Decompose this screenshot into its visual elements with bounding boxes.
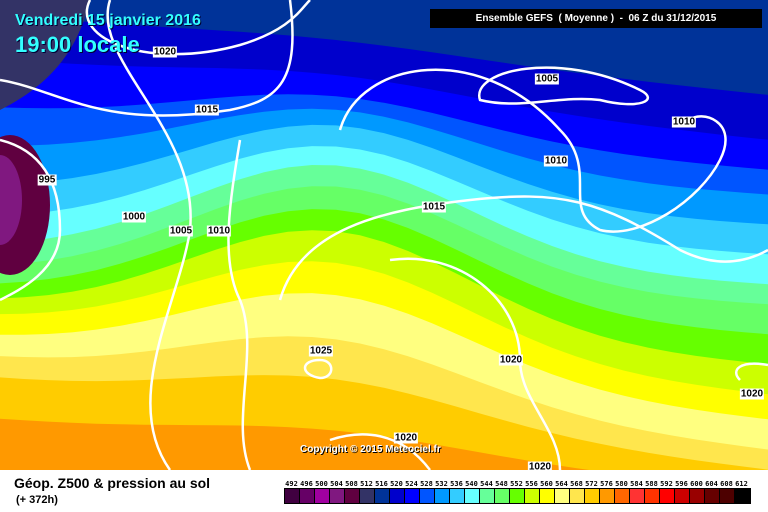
- legend-swatch: [465, 489, 480, 503]
- map-title: Géop. Z500 & pression au sol: [14, 475, 211, 491]
- legend-swatch: [720, 489, 735, 503]
- color-legend: 492 496 500 504 508 512 516 520 524 528 532 536 540 5…: [284, 480, 751, 504]
- isobar-label: 1015: [194, 104, 220, 116]
- legend-swatch: [375, 489, 390, 503]
- isobar-line: [278, 195, 768, 301]
- legend-swatch: [330, 489, 345, 503]
- legend-tick: 492: [285, 480, 298, 488]
- isobar-label: 1015: [421, 201, 447, 213]
- legend-tick: 504: [330, 480, 343, 488]
- legend-tick: 524: [405, 480, 418, 488]
- legend-swatch: [315, 489, 330, 503]
- legend-tick: 544: [480, 480, 493, 488]
- legend-swatch: [615, 489, 630, 503]
- legend-tick: 604: [705, 480, 718, 488]
- legend-swatch: [480, 489, 495, 503]
- legend-swatch: [510, 489, 525, 503]
- isobar-line: [329, 433, 431, 470]
- legend-tick: 556: [525, 480, 538, 488]
- band-512: [0, 0, 90, 110]
- isobar-line: [338, 68, 727, 233]
- legend-swatch: [285, 489, 300, 503]
- isobars: [0, 0, 768, 470]
- isobar-line: [735, 362, 768, 381]
- footer-bar: Géop. Z500 & pression au sol (+ 372h) 49…: [0, 470, 768, 512]
- legend-swatch: [405, 489, 420, 503]
- legend-swatch: [585, 489, 600, 503]
- legend-swatch: [570, 489, 585, 503]
- legend-tick: 568: [570, 480, 583, 488]
- legend-swatch: [645, 489, 660, 503]
- low-pressure-core-inner: [0, 155, 22, 245]
- legend-swatch: [435, 489, 450, 503]
- legend-tick: 496: [300, 480, 313, 488]
- legend-swatch: [675, 489, 690, 503]
- isobar-line: [85, 0, 311, 56]
- legend-tick: 592: [660, 480, 673, 488]
- legend-swatch: [300, 489, 315, 503]
- legend-tick: 500: [315, 480, 328, 488]
- legend-tick: 512: [360, 480, 373, 488]
- isobar-label: 1000: [121, 211, 147, 223]
- legend-swatch: [360, 489, 375, 503]
- legend-tick: 564: [555, 480, 568, 488]
- isobar-label: 1025: [308, 345, 334, 357]
- weather-map: [0, 0, 768, 470]
- forecast-time: 19:00 locale: [15, 32, 140, 57]
- isobar-line: [478, 66, 649, 106]
- legend-tick: 516: [375, 480, 388, 488]
- forecast-date: Vendredi 15 janvier 2016: [15, 12, 201, 29]
- legend-tick: 608: [720, 480, 733, 488]
- isobar-label: 1020: [527, 461, 553, 473]
- legend-swatch: [495, 489, 510, 503]
- legend-tick: 580: [615, 480, 628, 488]
- legend-tick: 576: [600, 480, 613, 488]
- legend-tick: 548: [495, 480, 508, 488]
- legend-swatch: [705, 489, 720, 503]
- legend-swatch: [540, 489, 555, 503]
- legend-tick: 532: [435, 480, 448, 488]
- legend-tick: 600: [690, 480, 703, 488]
- isobar-label: 1010: [206, 225, 232, 237]
- legend-swatch: [555, 489, 570, 503]
- isobar-label: 1010: [543, 155, 569, 167]
- isobar-label: 1020: [152, 46, 178, 58]
- legend-tick: 588: [645, 480, 658, 488]
- legend-tick: 596: [675, 480, 688, 488]
- legend-swatch: [735, 489, 750, 503]
- isobar-label: 1020: [498, 354, 524, 366]
- legend-tick: 552: [510, 480, 523, 488]
- isobar-line: [0, 138, 62, 302]
- forecast-lead: (+ 372h): [16, 494, 58, 506]
- legend-swatch: [690, 489, 705, 503]
- isobar-label: 1020: [739, 388, 765, 400]
- isobar-line: [389, 257, 562, 470]
- isobar-label: 1010: [671, 116, 697, 128]
- legend-tick: 520: [390, 480, 403, 488]
- copyright: Copyright © 2015 Meteociel.fr: [300, 444, 441, 455]
- legend-swatch: [420, 489, 435, 503]
- legend-swatch: [345, 489, 360, 503]
- isobar-label: 1020: [393, 432, 419, 444]
- legend-swatch: [630, 489, 645, 503]
- legend-swatch: [390, 489, 405, 503]
- legend-tick: 508: [345, 480, 358, 488]
- legend-tick: 528: [420, 480, 433, 488]
- legend-swatch: [600, 489, 615, 503]
- legend-tick: 540: [465, 480, 478, 488]
- isobar-line: [227, 139, 252, 470]
- legend-tick: 536: [450, 480, 463, 488]
- legend-tick: 584: [630, 480, 643, 488]
- legend-tick: 612: [735, 480, 748, 488]
- legend-swatch: [525, 489, 540, 503]
- model-header: Ensemble GEFS ( Moyenne ) - 06 Z du 31/1…: [430, 9, 762, 28]
- legend-tick: 560: [540, 480, 553, 488]
- legend-swatch: [450, 489, 465, 503]
- isobar-line: [303, 358, 333, 380]
- isobar-label: 995: [37, 174, 57, 186]
- legend-swatch: [660, 489, 675, 503]
- legend-tick: 572: [585, 480, 598, 488]
- isobar-label: 1005: [534, 73, 560, 85]
- isobar-label: 1005: [168, 225, 194, 237]
